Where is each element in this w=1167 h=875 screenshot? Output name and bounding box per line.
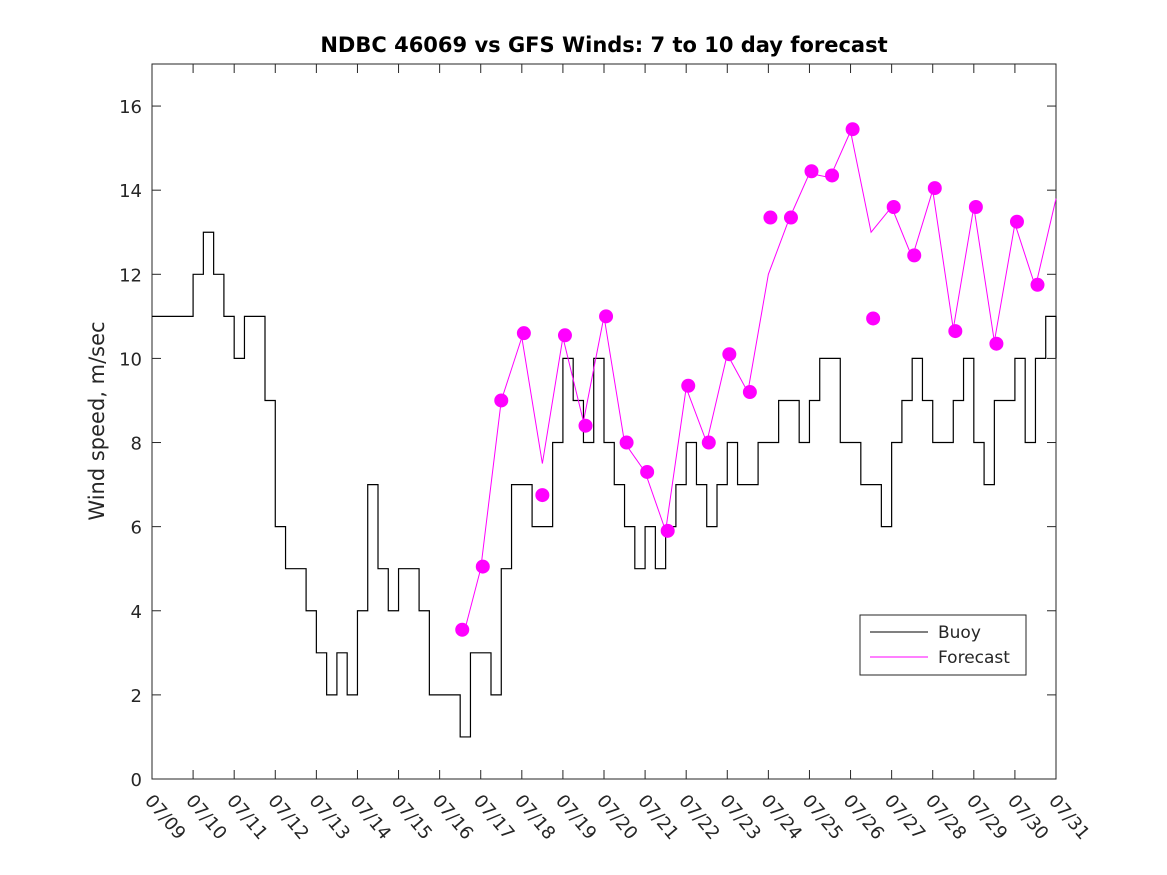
legend-forecast-label: Forecast — [938, 648, 1010, 668]
forecast-marker — [557, 328, 572, 343]
y-axis: 0 2 4 6 8 10 12 14 16 — [119, 97, 1056, 791]
x-tick-label: 07/13 — [305, 791, 354, 844]
forecast-marker — [722, 347, 737, 362]
x-tick-label: 07/12 — [263, 791, 312, 844]
y-tick-label: 4 — [131, 602, 142, 623]
forecast-marker — [886, 200, 901, 214]
y-tick-label: 16 — [119, 97, 142, 118]
x-tick-label: 07/25 — [798, 791, 847, 844]
forecast-marker — [1009, 214, 1024, 229]
forecast-marker — [927, 181, 942, 196]
y-tick-label: 2 — [131, 686, 142, 707]
forecast-marker — [475, 559, 490, 574]
x-tick-label: 07/20 — [592, 791, 641, 844]
x-tick-label: 07/19 — [551, 791, 600, 844]
forecast-marker — [763, 210, 778, 225]
x-tick-label: 07/21 — [633, 791, 682, 844]
forecast-series — [463, 129, 1057, 632]
forecast-marker — [845, 122, 860, 137]
forecast-marker — [578, 418, 593, 433]
forecast-marker — [907, 248, 922, 263]
forecast-marker — [535, 488, 550, 503]
forecast-marker — [866, 311, 881, 326]
legend-buoy-label: Buoy — [938, 623, 981, 643]
x-tick-label: 07/31 — [1044, 791, 1093, 844]
x-tick-label: 07/10 — [181, 791, 230, 844]
forecast-marker — [681, 378, 696, 393]
forecast-marker — [640, 464, 655, 479]
forecast-marker — [825, 168, 840, 183]
forecast-line — [463, 129, 1057, 632]
y-axis-label: Wind speed, m/sec — [85, 321, 109, 520]
y-tick-label: 12 — [119, 265, 142, 286]
x-tick-label: 07/14 — [346, 791, 395, 844]
plot-area — [151, 63, 1057, 780]
x-tick-label: 07/16 — [428, 791, 477, 844]
x-tick-label: 07/26 — [839, 791, 888, 844]
y-tick-label: 8 — [131, 434, 142, 455]
x-tick-label: 07/11 — [222, 791, 271, 844]
buoy-line — [152, 231, 1057, 738]
buoy-series — [152, 231, 1057, 738]
forecast-marker — [455, 622, 470, 637]
y-tick-label: 0 — [131, 770, 142, 791]
y-tick-label: 10 — [119, 349, 142, 370]
legend-box — [859, 614, 1027, 676]
x-tick-label: 07/29 — [962, 791, 1011, 844]
legend: Buoy Forecast — [859, 614, 1027, 676]
x-tick-label: 07/18 — [510, 791, 559, 844]
forecast-marker — [599, 309, 614, 324]
forecast-markers — [455, 122, 1045, 637]
forecast-marker — [783, 210, 798, 225]
y-tick-label: 6 — [131, 518, 142, 539]
forecast-marker — [494, 393, 509, 408]
x-tick-label: 07/22 — [674, 791, 723, 844]
x-tick-label: 07/24 — [757, 791, 806, 844]
forecast-marker — [804, 164, 819, 179]
forecast-marker — [948, 324, 963, 339]
forecast-marker — [968, 200, 983, 214]
forecast-marker — [1030, 277, 1045, 292]
chart-title: NDBC 46069 vs GFS Winds: 7 to 10 day for… — [320, 33, 887, 57]
x-tick-label: 07/15 — [387, 791, 436, 844]
x-tick-label: 07/30 — [1003, 791, 1052, 844]
forecast-marker — [660, 523, 675, 538]
forecast-marker — [619, 435, 634, 450]
x-tick-label: 07/27 — [880, 791, 929, 844]
forecast-marker — [742, 385, 757, 400]
x-tick-label: 07/28 — [921, 791, 970, 844]
x-tick-label: 07/17 — [469, 791, 518, 844]
x-tick-label: 07/23 — [715, 791, 764, 844]
x-tick-label: 07/09 — [140, 791, 189, 844]
forecast-marker — [701, 435, 716, 450]
forecast-marker — [989, 336, 1004, 351]
y-tick-label: 14 — [119, 181, 142, 202]
forecast-marker — [516, 326, 531, 341]
